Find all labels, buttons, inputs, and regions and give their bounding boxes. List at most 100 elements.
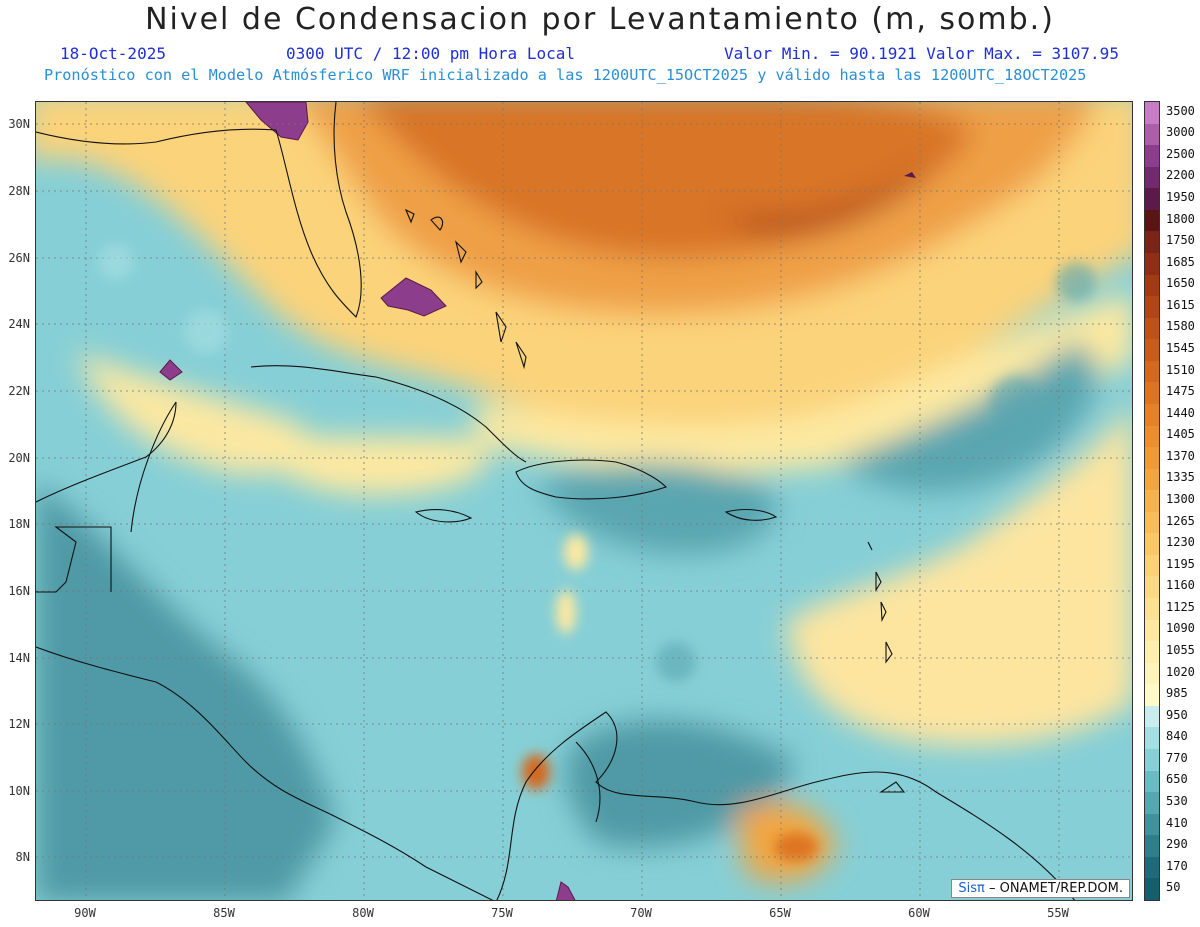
max-value-polygons [159,102,916,900]
lon-label: 65W [769,906,791,920]
color-scale-step [1145,447,1159,470]
color-scale-step [1145,231,1159,254]
color-scale-step [1145,339,1159,362]
color-scale-label: 1335 [1166,470,1195,485]
lat-label: 8N [15,850,30,864]
color-scale-step [1145,317,1159,340]
color-scale-step [1145,554,1159,577]
color-scale-label: 770 [1166,750,1188,765]
forecast-time: 0300 UTC / 12:00 pm Hora Local [286,44,575,63]
color-scale-step [1145,749,1159,772]
color-scale-step [1145,878,1159,901]
credit-box: Sisπ – ONAMET/REP.DOM. [951,879,1130,898]
color-scale-step [1145,598,1159,621]
color-scale-label: 1800 [1166,211,1195,226]
color-scale-label: 1685 [1166,254,1195,269]
lat-label: 22N [8,384,30,398]
color-scale-step [1145,102,1159,125]
color-scale-step [1145,360,1159,383]
sispi-logo: Sisπ [958,881,985,896]
lon-label: 90W [74,906,96,920]
lon-label: 75W [491,906,513,920]
color-scale-step [1145,770,1159,793]
color-scale-label: 1475 [1166,384,1195,399]
coastlines [36,102,1076,900]
color-scale-label: 1950 [1166,190,1195,205]
graticule [36,102,1132,900]
color-scale-step [1145,813,1159,836]
color-scale-step [1145,490,1159,513]
color-scale-label: 1510 [1166,362,1195,377]
color-scale-label: 410 [1166,815,1188,830]
color-scale-step [1145,662,1159,685]
color-scale-step [1145,468,1159,491]
color-scale-step [1145,533,1159,556]
lon-label: 60W [908,906,930,920]
color-scale-step [1145,727,1159,750]
color-scale-label: 1055 [1166,642,1195,657]
lat-label: 10N [8,784,30,798]
color-scale-label: 1545 [1166,341,1195,356]
lat-label: 16N [8,584,30,598]
color-scale-step [1145,209,1159,232]
color-scale-label: 290 [1166,837,1188,852]
lon-label: 70W [630,906,652,920]
color-scale-step [1145,792,1159,815]
color-scale-label: 1615 [1166,297,1195,312]
color-scale-label: 1650 [1166,276,1195,291]
lcl-shading [36,102,1132,900]
lat-label: 28N [8,184,30,198]
color-scale-step [1145,145,1159,168]
color-scale-label: 1370 [1166,448,1195,463]
high-lcl-pockets [522,534,818,861]
color-scale-label: 530 [1166,793,1188,808]
color-scale-step [1145,856,1159,879]
color-scale-label: 1160 [1166,578,1195,593]
color-scale-step [1145,382,1159,405]
color-scale-label: 3500 [1166,103,1195,118]
value-min-max: Valor Min. = 90.1921 Valor Max. = 3107.9… [724,44,1119,63]
color-scale-label: 1195 [1166,556,1195,571]
color-scale-label: 1265 [1166,513,1195,528]
color-scale-label: 950 [1166,707,1188,722]
lat-label: 30N [8,117,30,131]
color-scale-step [1145,123,1159,146]
lon-label: 55W [1047,906,1069,920]
lat-label: 12N [8,717,30,731]
color-scale-label: 1125 [1166,599,1195,614]
color-scale-label: 650 [1166,772,1188,787]
color-scale-label: 1580 [1166,319,1195,334]
color-scale-step [1145,296,1159,319]
color-scale-label: 1440 [1166,405,1195,420]
model-description: Pronóstico con el Modelo Atmósferico WRF… [44,66,1087,84]
color-scale-label: 1750 [1166,233,1195,248]
color-scale-step [1145,252,1159,276]
lon-label: 85W [213,906,235,920]
credit-text: – ONAMET/REP.DOM. [988,881,1123,896]
color-scale-label: 1230 [1166,535,1195,550]
color-scale-step [1145,705,1159,728]
lat-label: 26N [8,251,30,265]
color-scale-label: 1405 [1166,427,1195,442]
color-scale-step [1145,511,1159,534]
color-scale-step [1145,166,1159,189]
color-scale-step [1145,641,1159,664]
lat-label: 24N [8,317,30,331]
color-scale-label: 2500 [1166,146,1195,161]
color-scale-label: 50 [1166,880,1181,895]
color-scale-label: 170 [1166,858,1188,873]
texture [98,244,1096,682]
map-title: Nivel de Condensacion por Levantamiento … [145,2,1055,37]
lat-label: 20N [8,451,30,465]
color-scale-step [1145,684,1159,707]
lon-label: 80W [352,906,374,920]
color-scale-label: 1090 [1166,621,1195,636]
color-scale-step [1145,188,1159,211]
forecast-date: 18-Oct-2025 [60,44,166,63]
lat-label: 14N [8,651,30,665]
color-scale-label: 840 [1166,729,1188,744]
color-scale-label: 2200 [1166,168,1195,183]
color-scale-label: 1020 [1166,664,1195,679]
color-scale-step [1145,576,1159,599]
color-scale-step [1145,274,1159,297]
